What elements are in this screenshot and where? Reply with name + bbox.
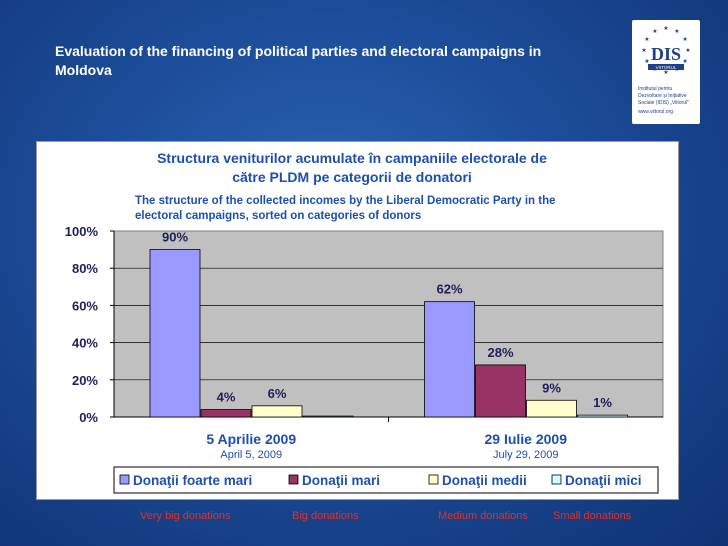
bar-2-1	[200, 409, 252, 418]
logo-star-icon: ★	[682, 58, 687, 65]
x-category-label: 5 Aprilie 2009	[206, 431, 296, 447]
logo-star-icon: ★	[663, 25, 668, 32]
y-tick-label: 80%	[72, 261, 98, 276]
svg-text:DIS: DIS	[651, 44, 681, 64]
data-label: 28%	[487, 345, 513, 360]
chart-title: Structura veniturilor acumulate în campa…	[117, 149, 587, 187]
legend-label-2: Donaţii mari	[302, 473, 380, 488]
svg-text:VIITORUL: VIITORUL	[656, 65, 677, 70]
legend-label-4: Donaţii mici	[565, 473, 642, 488]
data-label: 90%	[162, 230, 188, 245]
legend-swatch-1	[119, 474, 130, 485]
y-tick-label: 40%	[72, 336, 98, 351]
data-label: 4%	[217, 390, 236, 405]
idis-logo: ★ ★ ★ ★ ★ ★ ★ ★ ★ ★ ★ ★ DIS VIITORUL Institutul pen…	[632, 20, 700, 124]
bar-1-1	[149, 249, 201, 418]
legend-label-3: Donaţii medii	[442, 473, 527, 488]
chart-title-line-1: Structura veniturilor acumulate în campa…	[157, 150, 547, 166]
logo-star-icon: ★	[652, 28, 657, 35]
legend-swatch-2	[288, 474, 299, 485]
x-category-translation: April 5, 2009	[220, 449, 282, 461]
legend-label-1: Donaţii foarte mari	[133, 473, 252, 488]
y-tick-label: 20%	[72, 373, 98, 388]
y-tick-label: 60%	[72, 298, 98, 313]
logo-star-icon: ★	[644, 36, 649, 43]
slide-title: Evaluation of the financing of political…	[55, 43, 542, 78]
bar-3-1	[251, 405, 303, 418]
series-translation-2: Big donations	[292, 510, 359, 522]
x-category-label: 29 Iulie 2009	[484, 431, 567, 447]
logo-star-icon: ★	[682, 36, 687, 43]
y-tick-label: 0%	[79, 410, 98, 425]
legend	[113, 466, 659, 494]
logo-text-line-1: Institutul pentru	[638, 86, 673, 92]
chart-panel: Structura veniturilor acumulate în campa…	[36, 141, 679, 500]
bar-4-1	[302, 415, 354, 418]
chart-title-line-2: către PLDM pe categorii de donatori	[232, 169, 472, 185]
plot-area	[113, 230, 664, 418]
logo-text-line-2: Dezvoltare şi Iniţiative	[638, 93, 687, 99]
logo-text-line-3: Sociale (IDIS) „Viitorul"	[638, 100, 689, 106]
chart-subtitle-line-2: electoral campaigns, sorted on categorie…	[135, 210, 422, 222]
bar-chart: 0% 20% 40% 60% 80% 100% 90% 4% 6% 5 Aprilie 2009 A…	[65, 224, 664, 494]
legend-swatch-4	[551, 474, 562, 485]
legend-swatch-3	[428, 474, 439, 485]
logo-star-icon: ★	[685, 47, 690, 54]
logo-star-icon: ★	[663, 69, 668, 76]
y-tick-label: 100%	[65, 224, 99, 239]
logo-star-icon: ★	[674, 28, 679, 35]
logo-star-icon: ★	[644, 58, 649, 65]
chart-subtitle-english: The structure of the collected incomes b…	[135, 194, 665, 224]
series-translation-4: Small donations	[553, 510, 632, 522]
bar-1-2	[424, 301, 475, 418]
bar-3-2	[526, 399, 577, 418]
bar-2-2	[475, 364, 526, 418]
data-label: 9%	[542, 380, 561, 395]
series-translation-1: Very big donations	[140, 510, 231, 522]
data-label: 6%	[268, 386, 287, 401]
chart-subtitle-line-1: The structure of the collected incomes b…	[135, 195, 556, 207]
data-label: 1%	[593, 395, 612, 410]
x-category-translation: July 29, 2009	[493, 449, 558, 461]
data-label: 62%	[436, 282, 462, 297]
stars-ring-logo-icon: ★ ★★★★★★★★★★★ DIS VIITORUL	[641, 25, 690, 76]
logo-url: www.viitorul.org	[638, 109, 674, 115]
logo-star-icon: ★	[641, 47, 646, 54]
series-translation-3: Medium donations	[438, 510, 528, 522]
bar-4-2	[577, 414, 628, 418]
